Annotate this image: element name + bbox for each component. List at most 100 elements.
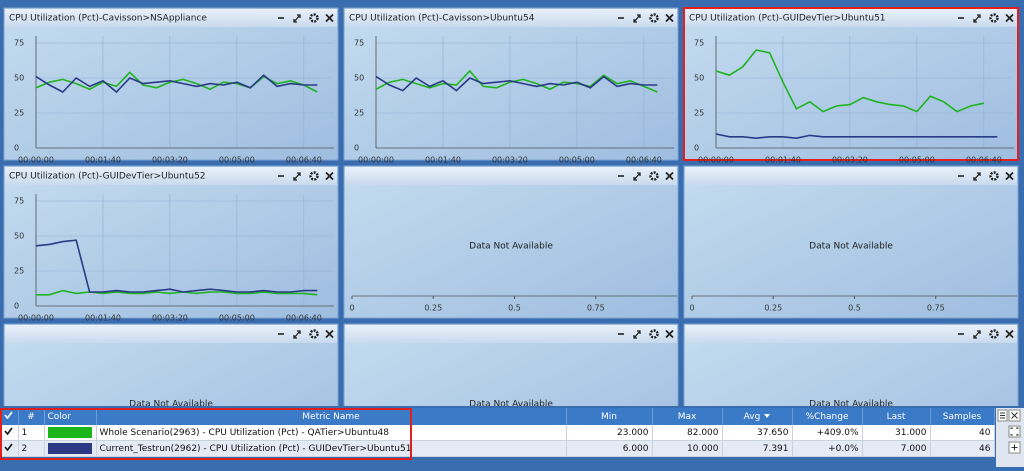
- check-icon: [4, 427, 13, 436]
- x-tick-label: 0.25: [424, 304, 442, 313]
- x-tick-label: 00:05:00: [219, 156, 255, 165]
- x-tick-label: 0.75: [927, 304, 945, 313]
- maximize-icon[interactable]: [973, 330, 981, 339]
- settings-icon[interactable]: [989, 329, 999, 339]
- settings-icon[interactable]: [989, 13, 999, 23]
- x-tick-label: 00:03:20: [832, 156, 868, 165]
- close-icon[interactable]: [325, 329, 334, 339]
- panel-icons: [958, 13, 1014, 23]
- y-tick-label: 25: [14, 267, 24, 276]
- no-data-message: Data Not Available: [469, 242, 553, 252]
- y-tick-label: 50: [694, 74, 704, 83]
- x-tick-label: 0.5: [508, 304, 521, 313]
- panel-header: [345, 325, 677, 343]
- close-icon[interactable]: [1005, 171, 1014, 181]
- x-tick-label: 00:05:00: [219, 314, 255, 323]
- metric-max: 82.000: [652, 425, 723, 441]
- panel-header: [685, 325, 1017, 343]
- settings-icon[interactable]: [649, 171, 659, 181]
- metric-table: # Color Metric Name Min Max Avg %Change Last Sam…: [0, 408, 995, 457]
- y-tick-label: 0: [354, 144, 359, 153]
- sort-icon: [764, 414, 771, 418]
- y-tick-label: 50: [14, 74, 24, 83]
- metric-min: 23.000: [566, 425, 653, 441]
- maximize-icon[interactable]: [973, 172, 981, 181]
- metric-max: 10.000: [652, 440, 723, 457]
- column-header[interactable]: Avg: [722, 408, 793, 425]
- maximize-icon[interactable]: [633, 330, 641, 339]
- x-tick-label: 00:00:00: [18, 156, 54, 165]
- close-icon[interactable]: [665, 329, 674, 339]
- y-tick-label: 0: [14, 144, 19, 153]
- color-swatch: [47, 443, 92, 454]
- maximize-icon[interactable]: [633, 14, 641, 23]
- row-check[interactable]: [0, 440, 19, 457]
- column-header[interactable]: Color: [44, 408, 97, 425]
- x-tick-label: 00:06:40: [626, 156, 662, 165]
- metric-avg: 37.650: [722, 425, 793, 441]
- table-tool-icons: [997, 409, 1021, 454]
- series-line: [36, 289, 318, 296]
- maximize-icon[interactable]: [293, 172, 301, 181]
- panel-title: CPU Utilization (Pct)-Cavisson>Ubuntu54: [349, 14, 535, 24]
- settings-icon[interactable]: [309, 171, 319, 181]
- panel-icons: [278, 13, 334, 23]
- select-all[interactable]: [0, 408, 19, 425]
- maximize-icon[interactable]: [633, 172, 641, 181]
- column-header[interactable]: #: [18, 408, 45, 425]
- column-header[interactable]: Max: [652, 408, 723, 425]
- settings-icon[interactable]: [989, 171, 999, 181]
- column-header[interactable]: Min: [566, 408, 653, 425]
- column-header[interactable]: Metric Name: [96, 408, 567, 425]
- dashboard: CPU Utilization (Pct)-Cavisson>NSApplian…: [3, 7, 1019, 406]
- metric-samples: 46: [930, 440, 995, 457]
- metric-min: 6.000: [566, 440, 653, 457]
- panel-header: [685, 9, 1017, 27]
- x-tick-label: 00:03:20: [492, 156, 528, 165]
- y-tick-label: 75: [354, 39, 364, 48]
- y-tick-label: 75: [694, 39, 704, 48]
- y-tick-label: 75: [14, 39, 24, 48]
- check-icon: [4, 411, 13, 420]
- close-icon[interactable]: [1005, 13, 1014, 23]
- series-line: [715, 49, 985, 113]
- series-line: [375, 69, 658, 93]
- fit-icon: [1010, 427, 1019, 436]
- panel: [343, 165, 679, 319]
- x-tick-label: 00:01:40: [85, 156, 121, 165]
- fit-button[interactable]: [1008, 425, 1021, 438]
- maximize-icon[interactable]: [293, 330, 301, 339]
- x-tick-label: 0: [689, 304, 694, 313]
- settings-icon[interactable]: [649, 13, 659, 23]
- panel-header: [5, 167, 337, 185]
- y-tick-label: 25: [694, 109, 704, 118]
- maximize-icon[interactable]: [293, 14, 301, 23]
- panel-title: CPU Utilization (Pct)-GUIDevTier>Ubuntu5…: [689, 14, 886, 24]
- close-icon[interactable]: [665, 13, 674, 23]
- panel-header: [345, 167, 677, 185]
- maximize-icon[interactable]: [973, 14, 981, 23]
- settings-icon[interactable]: [649, 329, 659, 339]
- column-header[interactable]: Samples: [930, 408, 995, 425]
- panel-title: CPU Utilization (Pct)-GUIDevTier>Ubuntu5…: [9, 172, 206, 182]
- column-header[interactable]: %Change: [792, 408, 863, 425]
- settings-icon[interactable]: [309, 329, 319, 339]
- close-icon[interactable]: [325, 13, 334, 23]
- expand-icon: [1011, 444, 1018, 451]
- row-check[interactable]: [0, 425, 19, 441]
- close-icon[interactable]: [1005, 329, 1014, 339]
- x-tick-label: 00:00:00: [358, 156, 394, 165]
- close-icon[interactable]: [665, 171, 674, 181]
- y-tick-label: 0: [694, 144, 699, 153]
- metric-avg: 7.391: [722, 440, 793, 457]
- series-line: [375, 75, 658, 92]
- close-icon[interactable]: [325, 171, 334, 181]
- close-icon: [1011, 412, 1018, 419]
- panel-header: [5, 325, 337, 343]
- panel: [683, 7, 1019, 161]
- x-tick-label: 0.25: [764, 304, 782, 313]
- panel-icons: [618, 329, 674, 339]
- settings-icon[interactable]: [309, 13, 319, 23]
- column-header[interactable]: Last: [862, 408, 931, 425]
